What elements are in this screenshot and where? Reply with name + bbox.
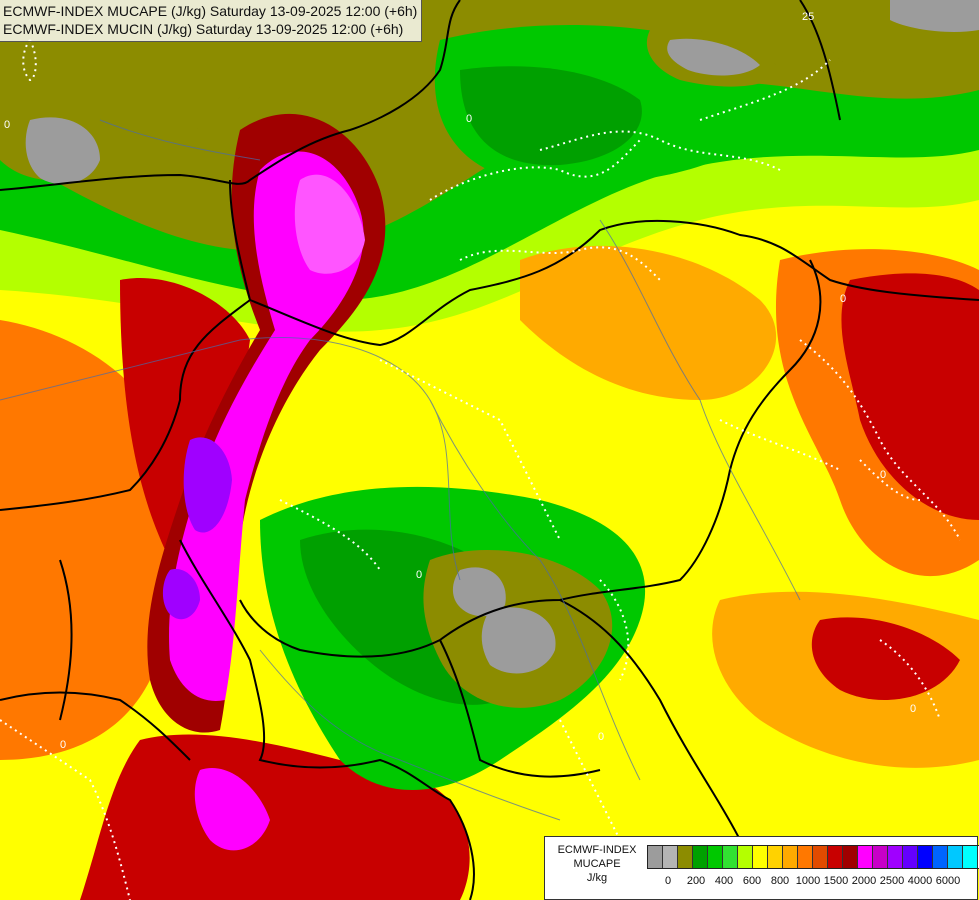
contour-label: 0	[60, 739, 66, 751]
legend-swatch	[693, 846, 708, 868]
legend-tick-label: 0	[664, 875, 672, 887]
cin-contours	[0, 39, 961, 900]
legend-label: ECMWF-INDEX MUCAPE J/kg	[547, 843, 647, 885]
legend-unit: J/kg	[586, 872, 608, 884]
legend-swatch	[753, 846, 768, 868]
grey-topright	[890, 0, 979, 32]
legend-tick-label: 200	[686, 875, 706, 887]
legend-swatch	[708, 846, 723, 868]
red-area-1	[841, 273, 979, 520]
legend-swatch	[918, 846, 933, 868]
legend-swatch	[843, 846, 858, 868]
legend-ticks: 0 200 400 600 800 1000 1500 2000 2500 4000 6000	[647, 875, 967, 889]
map-title: ECMWF-INDEX MUCAPE (J/kg) Saturday 13-09…	[0, 0, 423, 42]
legend-swatch	[963, 846, 978, 868]
orange-area-1	[520, 245, 777, 400]
legend-tick-label: 4000	[907, 875, 933, 887]
legend-swatch	[888, 846, 903, 868]
legend-tick-label: 800	[770, 875, 790, 887]
legend-tick-label: 1500	[823, 875, 849, 887]
legend-swatch	[678, 846, 693, 868]
grey-patch-2	[481, 607, 556, 674]
legend-tick-label: 2000	[851, 875, 877, 887]
legend-tick-label: 600	[742, 875, 762, 887]
legend-swatch	[723, 846, 738, 868]
legend-swatch	[813, 846, 828, 868]
legend-swatch	[933, 846, 948, 868]
legend-tick-label: 400	[714, 875, 734, 887]
magenta-core	[294, 174, 365, 274]
contour-label: 25	[802, 11, 814, 23]
legend-swatch	[738, 846, 753, 868]
red-area-2	[811, 617, 960, 700]
purple-core-1	[183, 437, 232, 533]
contour-label: 0	[4, 119, 10, 131]
purple-core-2	[162, 569, 200, 620]
magenta-south	[194, 768, 270, 851]
grey-topleft	[25, 117, 100, 185]
legend-swatch	[903, 846, 918, 868]
legend-swatch	[858, 846, 873, 868]
legend-swatch	[783, 846, 798, 868]
contour-label: 0	[880, 469, 886, 481]
legend-tick-label: 1000	[795, 875, 821, 887]
darkgreen-north	[460, 66, 642, 166]
contour-labels: 0 0 0 0 0 0 0 0 25	[4, 11, 916, 751]
legend-swatch	[648, 846, 663, 868]
legend-field: MUCAPE	[573, 858, 621, 870]
legend-swatch	[663, 846, 678, 868]
legend-swatch	[768, 846, 783, 868]
legend-model: ECMWF-INDEX	[557, 844, 637, 856]
legend-swatch	[873, 846, 888, 868]
contour-label: 0	[840, 293, 846, 305]
grey-patch-north	[667, 38, 760, 76]
contour-label: 0	[910, 703, 916, 715]
title-line-cin: ECMWF-INDEX MUCIN (J/kg) Saturday 13-09-…	[3, 21, 404, 37]
legend-tick-label: 2500	[879, 875, 905, 887]
contour-label: 0	[416, 569, 422, 581]
legend-swatch	[798, 846, 813, 868]
contour-label: 0	[466, 113, 472, 125]
legend-tick-label: 6000	[935, 875, 961, 887]
color-legend: ECMWF-INDEX MUCAPE J/kg 0 200 400 600 800 100…	[544, 836, 979, 900]
rivers	[0, 119, 801, 821]
grey-patch-1	[452, 567, 506, 617]
magenta-corridor	[169, 151, 364, 701]
legend-swatches	[647, 845, 979, 869]
contour-label: 0	[598, 731, 604, 743]
title-line-cape: ECMWF-INDEX MUCAPE (J/kg) Saturday 13-09…	[3, 3, 418, 19]
red-area-3	[120, 278, 250, 560]
legend-swatch	[948, 846, 963, 868]
legend-swatch	[828, 846, 843, 868]
